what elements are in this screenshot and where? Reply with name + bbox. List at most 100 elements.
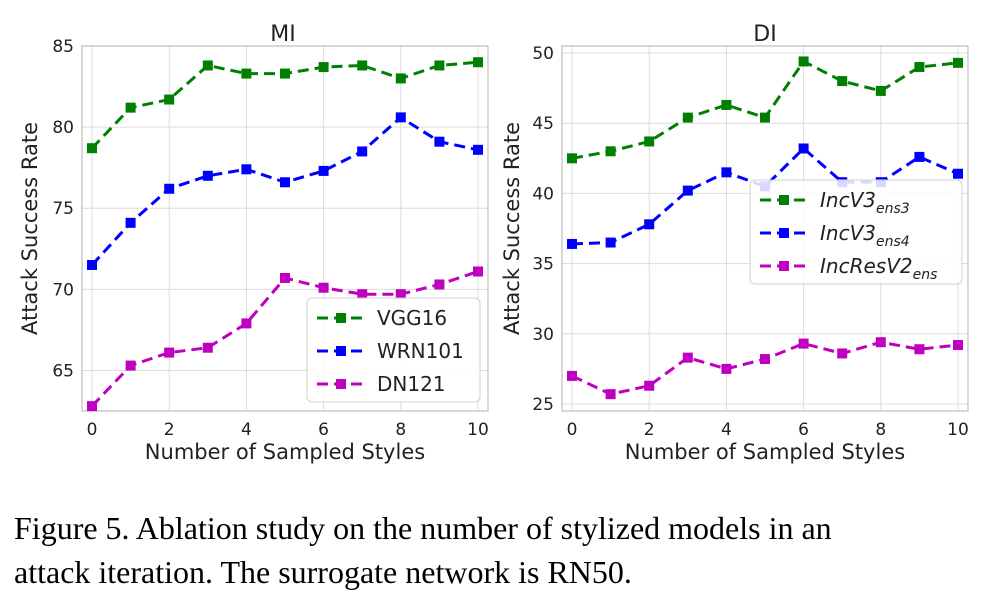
data-point [605, 237, 616, 248]
series-2 [567, 337, 963, 400]
data-point [357, 289, 368, 300]
data-point [318, 62, 329, 73]
data-point [395, 112, 406, 123]
data-point [434, 136, 445, 147]
data-point [125, 217, 136, 228]
data-point [318, 282, 329, 293]
legend-label: IncV3ens3 [820, 188, 910, 217]
plot-frame [561, 45, 969, 412]
data-point [241, 68, 252, 79]
data-point [357, 146, 368, 157]
data-point [875, 337, 886, 348]
legend-label-main: IncV3 [820, 221, 876, 245]
data-point [357, 60, 368, 71]
y-axis-label: Attack Success Rate [18, 122, 42, 335]
data-point [434, 279, 445, 290]
data-point [164, 94, 175, 105]
legend-label-subscript: ens [913, 267, 938, 283]
y-tick-label: 45 [532, 114, 554, 134]
data-point [682, 185, 693, 196]
legend-marker [779, 228, 789, 238]
y-tick-label: 30 [532, 325, 554, 345]
y-tick-label: 40 [532, 184, 554, 204]
data-point [605, 389, 616, 400]
legend-marker [336, 346, 346, 356]
data-point [395, 289, 406, 300]
data-point [798, 143, 809, 154]
data-point [760, 354, 770, 365]
legend-label-main: IncV3 [820, 188, 876, 212]
data-point [837, 76, 848, 87]
y-tick-label: 35 [532, 255, 554, 275]
data-point [473, 57, 483, 68]
x-tick-label: 8 [395, 420, 406, 440]
legend-marker [779, 261, 789, 271]
legend-box [749, 179, 963, 285]
x-tick-label: 0 [87, 420, 98, 440]
data-point [567, 238, 577, 249]
legend-label: IncV3ens4 [820, 221, 910, 250]
x-tick-label: 2 [164, 420, 175, 440]
series-0 [87, 57, 483, 154]
legend-label: WRN101 [377, 339, 464, 363]
data-point [280, 177, 290, 188]
caption-line-1: Figure 5. Ablation study on the number o… [14, 510, 832, 546]
legend-label-subscript: ens4 [876, 234, 910, 250]
data-point [914, 62, 925, 73]
data-point [721, 167, 732, 178]
legend-label: VGG16 [377, 306, 447, 330]
x-tick-label: 8 [875, 420, 886, 440]
data-point [395, 73, 406, 84]
legend-label: IncResV2ens [820, 254, 937, 283]
x-tick-label: 2 [644, 420, 655, 440]
data-point [87, 143, 97, 154]
plot-frame [81, 45, 489, 412]
data-point [798, 338, 809, 349]
legend-marker [336, 313, 346, 323]
data-point [682, 352, 693, 363]
legend-label-subscript: ens3 [876, 201, 910, 217]
y-tick-label: 75 [52, 199, 74, 219]
chart-di: DI 25 30 35 40 45 50 0 2 4 6 8 10 Number of Sampled S… [500, 22, 969, 464]
series-line [571, 340, 959, 396]
x-axis-label: Number of Sampled Styles [145, 440, 425, 464]
data-point [280, 272, 290, 283]
x-tick-label: 6 [318, 420, 329, 440]
x-tick-label: 4 [721, 420, 732, 440]
data-point [837, 348, 848, 359]
caption-line-2: attack iteration. The surrogate network … [14, 554, 632, 590]
data-point [721, 99, 732, 110]
series-line [571, 59, 959, 160]
y-tick-label: 65 [52, 361, 74, 381]
x-tick-label: 6 [798, 420, 809, 440]
figure-caption: Figure 5. Ablation study on the number o… [14, 506, 989, 594]
legend-marker [779, 195, 789, 205]
data-point [241, 164, 252, 175]
series-line [571, 146, 959, 246]
series-line [90, 115, 479, 267]
data-point [760, 112, 770, 123]
series-1 [87, 112, 483, 270]
legend-label: DN121 [377, 372, 446, 396]
x-tick-label: 10 [947, 420, 969, 440]
chart-title: DI [753, 22, 776, 47]
data-point [914, 344, 925, 355]
data-point [125, 360, 136, 371]
data-point [875, 85, 886, 96]
y-tick-label: 50 [532, 44, 554, 64]
y-tick-label: 25 [532, 395, 554, 415]
data-point [721, 363, 732, 374]
data-point [125, 102, 136, 113]
y-axis-label: Attack Success Rate [500, 122, 524, 335]
legend-marker [336, 379, 346, 389]
legend-box [306, 297, 481, 403]
data-point [164, 183, 175, 194]
data-point [202, 60, 213, 71]
y-tick-label: 85 [52, 37, 74, 57]
data-point [280, 68, 290, 79]
series-0 [567, 56, 963, 164]
data-point [644, 136, 655, 147]
data-point [164, 347, 175, 358]
